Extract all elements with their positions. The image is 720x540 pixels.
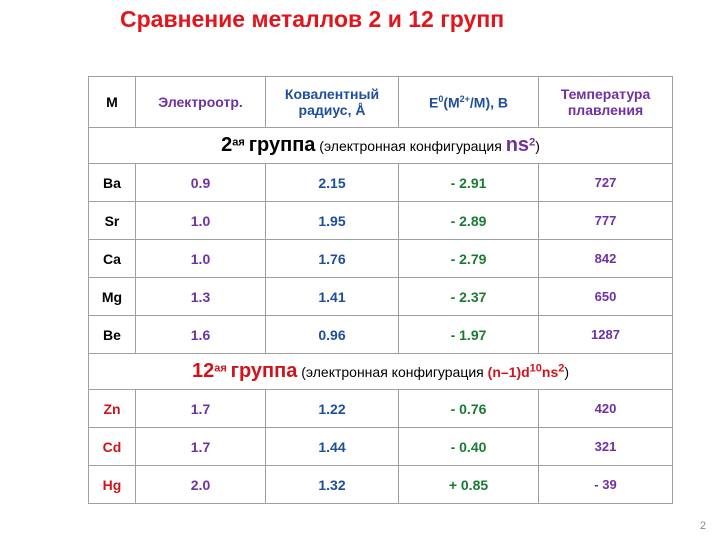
data-cell: 1.95 [265,201,399,240]
data-cell: Ba [88,163,136,202]
header-sup: 0 [438,93,444,104]
header-text: /M), В [469,94,509,111]
data-cell: Mg [88,277,136,316]
header-cell: Ковалентный радиус, Å [265,76,399,128]
data-cell: 1.32 [265,465,399,504]
header-row: M Электроотр. Ковалентный радиус, Å E0(M… [88,76,673,128]
data-cell: 1.7 [135,389,266,428]
header-sup: 2+ [459,93,470,104]
group-number: 12 [191,360,215,382]
data-cell: - 2.79 [398,239,539,278]
header-cell: Температура плавления [538,76,673,128]
data-cell: 650 [538,277,673,316]
group-suffix: ая [214,362,227,375]
data-cell: - 2.89 [398,201,539,240]
data-cell: Cd [88,427,136,466]
data-cell: 1.6 [135,315,266,354]
data-cell: 321 [538,427,673,466]
data-cell: 0.9 [135,163,266,202]
group-cell: 2ая группа (электронная конфигурация ns2… [88,127,673,164]
data-cell: 1.7 [135,427,266,466]
data-cell: - 2.91 [398,163,539,202]
data-row: Mg 1.3 1.41- 2.37 650 [88,277,673,316]
group-number: 2 [221,134,233,156]
header-cell: M [88,76,136,128]
header-text: (M [443,94,460,111]
data-row: Sr 1.0 1.95- 2.89 777 [88,201,673,240]
data-row: Zn 1.7 1.22- 0.76 420 [88,389,673,428]
group-config: (n–1)d [487,364,530,380]
header-text: E [428,94,439,111]
group-cell: 12ая группа (электронная конфигурация (n… [88,353,673,390]
data-cell: - 0.40 [398,427,539,466]
data-row: Ca 1.0 1.76- 2.79 842 [88,239,673,278]
group-config-sup: 10 [529,362,542,375]
data-cell: 1287 [538,315,673,354]
group-note: (электронная конфигурация [319,138,502,154]
data-cell: - 1.97 [398,315,539,354]
data-cell: 842 [538,239,673,278]
table-body: M Электроотр. Ковалентный радиус, Å E0(M… [88,76,673,504]
data-cell: 1.41 [265,277,399,316]
data-cell: 1.0 [135,201,266,240]
group-config-sup: 2 [529,136,536,149]
group-close: ) [535,138,540,154]
data-row: Hg 2.0 1.32 + 0.85- 39 [88,465,673,504]
data-cell: Be [88,315,136,354]
group-label: группа [248,134,316,156]
data-cell: Sr [88,201,136,240]
data-cell: 1.0 [135,239,266,278]
data-cell: 1.3 [135,277,266,316]
header-cell: Электроотр. [135,76,266,128]
data-cell: 1.76 [265,239,399,278]
data-cell: 2.0 [135,465,266,504]
group-suffix: ая [232,136,245,149]
data-row: Ba 0.9 2.15- 2.91 727 [88,163,673,202]
group-label: группа [230,360,298,382]
data-cell: 2.15 [265,163,399,202]
group-note: (электронная конфигурация [301,364,484,380]
group-row: 2ая группа (электронная конфигурация ns2… [88,127,673,164]
header-cell: E0(M2+/M), В [398,76,539,128]
data-cell: 727 [538,163,673,202]
data-cell: 777 [538,201,673,240]
data-cell: 1.44 [265,427,399,466]
data-cell: - 2.37 [398,277,539,316]
data-row: Be 1.6 0.96- 1.97 1287 [88,315,673,354]
page-number: 2 [699,520,706,532]
data-cell: 0.96 [265,315,399,354]
group-close: ) [564,364,570,380]
data-row: Cd 1.7 1.44- 0.40 321 [88,427,673,466]
data-cell: - 39 [538,465,673,504]
data-cell: Zn [88,389,136,428]
data-cell: - 0.76 [398,389,539,428]
metals-table: M Электроотр. Ковалентный радиус, Å E0(M… [88,76,673,504]
group-config: ns [541,364,559,380]
data-cell: Ca [88,239,136,278]
group-config: ns [505,134,530,156]
group-config-sup: 2 [558,362,565,375]
data-cell: 1.22 [265,389,399,428]
data-cell: + 0.85 [398,465,539,504]
slide-title: Сравнение металлов 2 и 12 групп [120,6,505,32]
data-cell: Hg [88,465,136,504]
data-cell: 420 [538,389,673,428]
group-row: 12ая группа (электронная конфигурация (n… [88,353,673,390]
